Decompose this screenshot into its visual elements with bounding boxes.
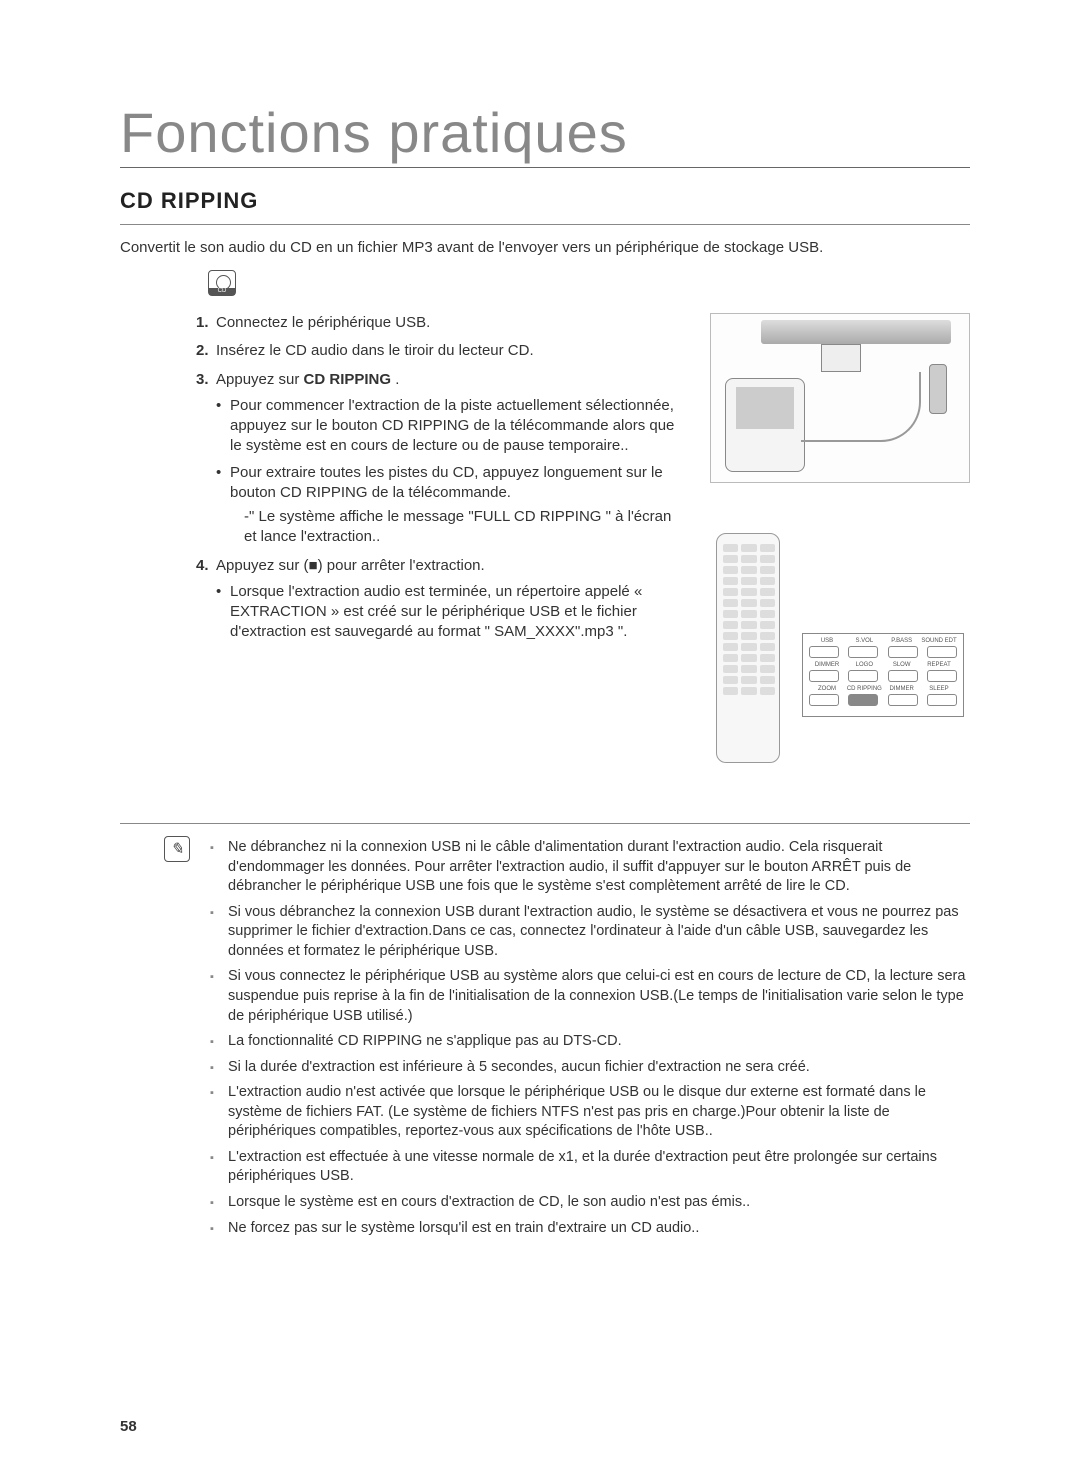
bullet: Lorsque l'extraction audio est terminée,…: [216, 582, 680, 643]
note-item: Ne débranchez ni la connexion USB ni le …: [210, 838, 970, 897]
callout-button-icon: [927, 646, 957, 658]
usb-plug-icon: [929, 364, 947, 414]
step-text-prefix: Appuyez sur: [216, 371, 304, 388]
section-heading: CD RIPPING: [120, 188, 970, 214]
remote-body-icon: [716, 533, 780, 763]
note-item: Ne forcez pas sur le système lorsqu'il e…: [210, 1219, 970, 1239]
dvd-device-icon: [761, 320, 951, 344]
callout-label: DIMMER: [884, 686, 920, 692]
step-1: 1. Connectez le périphérique USB.: [196, 313, 680, 333]
step-4-bullets: Lorsque l'extraction audio est terminée,…: [216, 582, 680, 643]
callout-label: SOUND EDT: [921, 638, 957, 644]
remote-callout: USB S.VOL P.BASS SOUND EDT DIMMER LOGO S…: [802, 633, 964, 717]
callout-label: S.VOL: [846, 638, 882, 644]
steps-list: 1. Connectez le périphérique USB. 2. Ins…: [196, 313, 680, 643]
note-item: Si vous débranchez la connexion USB dura…: [210, 903, 970, 962]
callout-label: SLOW: [884, 662, 920, 668]
notes-section: ✎ Ne débranchez ni la connexion USB ni l…: [120, 823, 970, 1238]
note-item: Si la durée d'extraction est inférieure …: [210, 1058, 970, 1078]
step-text: Appuyez sur (■) pour arrêter l'extractio…: [216, 557, 485, 574]
steps-column: 1. Connectez le périphérique USB. 2. Ins…: [120, 313, 680, 783]
callout-label: USB: [809, 638, 845, 644]
callout-label: CD RIPPING: [846, 686, 882, 692]
callout-label: SLEEP: [921, 686, 957, 692]
callout-button-icon: [848, 646, 878, 658]
callout-button-icon: [809, 646, 839, 658]
step-text-suffix: .: [391, 371, 399, 388]
bullet: Pour commencer l'extraction de la piste …: [216, 396, 680, 457]
callout-button-icon: [927, 670, 957, 682]
step-number: 1.: [196, 313, 209, 333]
note-item: L'extraction est effectuée à une vitesse…: [210, 1148, 970, 1187]
callout-button-icon: [888, 694, 918, 706]
callout-labels-2: DIMMER LOGO SLOW REPEAT: [809, 662, 957, 668]
callout-button-icon: [809, 694, 839, 706]
callout-label: REPEAT: [921, 662, 957, 668]
callout-label: ZOOM: [809, 686, 845, 692]
step-3-bullets: Pour commencer l'extraction de la piste …: [216, 396, 680, 548]
callout-label: DIMMER: [809, 662, 845, 668]
bullet-text: Pour extraire toutes les pistes du CD, a…: [230, 464, 663, 501]
bullet: Pour extraire toutes les pistes du CD, a…: [216, 463, 680, 548]
note-item: L'extraction audio n'est activée que lor…: [210, 1083, 970, 1142]
step-2: 2. Insérez le CD audio dans le tiroir du…: [196, 341, 680, 361]
sub-dash: -" Le système affiche le message "FULL C…: [230, 507, 680, 548]
callout-button-icon: [888, 646, 918, 658]
cd-ripping-button-icon: [848, 694, 878, 706]
step-number: 2.: [196, 341, 209, 361]
note-item: Si vous connectez le périphérique USB au…: [210, 967, 970, 1026]
callout-button-icon: [927, 694, 957, 706]
cd-icon: [208, 270, 236, 296]
callout-button-icon: [888, 670, 918, 682]
page-number: 58: [120, 1418, 137, 1435]
callout-buttons-2: [809, 670, 957, 682]
section-heading-wrap: CD RIPPING: [120, 188, 970, 225]
callout-label: LOGO: [846, 662, 882, 668]
mp3-player-icon: [725, 378, 805, 472]
step-4: 4. Appuyez sur (■) pour arrêter l'extrac…: [196, 556, 680, 643]
callout-button-icon: [848, 670, 878, 682]
callout-label: P.BASS: [884, 638, 920, 644]
usb-port-icon: [821, 344, 861, 372]
step-number: 3.: [196, 370, 209, 390]
step-text: Insérez le CD audio dans le tiroir du le…: [216, 342, 534, 359]
step-3: 3. Appuyez sur CD RIPPING . Pour commenc…: [196, 370, 680, 548]
page-title: Fonctions pratiques: [120, 100, 970, 168]
step-text-bold: CD RIPPING: [304, 371, 392, 388]
connection-illustration: [710, 313, 970, 483]
step-number: 4.: [196, 556, 209, 576]
remote-button-grid: [723, 544, 775, 695]
note-item: Lorsque le système est en cours d'extrac…: [210, 1193, 970, 1213]
note-item: La fonctionnalité CD RIPPING ne s'appliq…: [210, 1032, 970, 1052]
step-text: Connectez le périphérique USB.: [216, 314, 430, 331]
section-intro: Convertit le son audio du CD en un fichi…: [120, 239, 970, 256]
callout-button-icon: [809, 670, 839, 682]
callout-buttons-3: [809, 694, 957, 706]
cable-icon: [801, 372, 921, 442]
callout-labels-3: ZOOM CD RIPPING DIMMER SLEEP: [809, 686, 957, 692]
notes-list: Ne débranchez ni la connexion USB ni le …: [210, 838, 970, 1238]
remote-illustration: USB S.VOL P.BASS SOUND EDT DIMMER LOGO S…: [710, 533, 970, 783]
callout-buttons-1: [809, 646, 957, 658]
content-row: 1. Connectez le périphérique USB. 2. Ins…: [120, 313, 970, 783]
note-icon: ✎: [164, 836, 190, 862]
illustration-column: USB S.VOL P.BASS SOUND EDT DIMMER LOGO S…: [710, 313, 970, 783]
callout-labels-1: USB S.VOL P.BASS SOUND EDT: [809, 638, 957, 644]
